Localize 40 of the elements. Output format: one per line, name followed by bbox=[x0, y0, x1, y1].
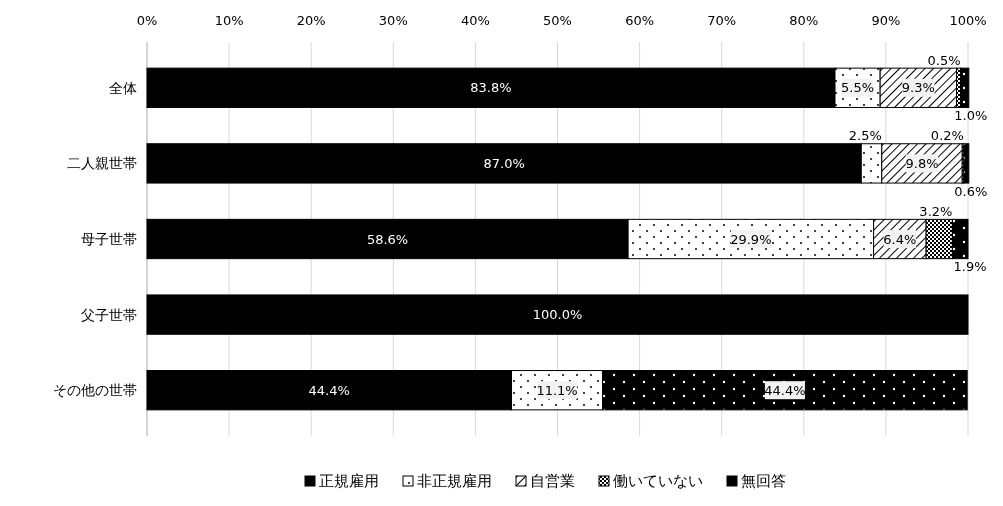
legend-label: 正規雇用 bbox=[319, 472, 379, 491]
data-label: 29.9% bbox=[730, 231, 772, 247]
data-label: 9.3% bbox=[901, 80, 935, 96]
data-label: 5.5% bbox=[841, 80, 875, 96]
data-label: 3.2% bbox=[919, 203, 953, 219]
data-label: 2.5% bbox=[848, 128, 882, 144]
legend-label: 働いていない bbox=[613, 472, 703, 491]
data-label: 1.0% bbox=[954, 108, 988, 124]
x-tick-label: 20% bbox=[296, 12, 326, 28]
data-label: 44.4% bbox=[764, 382, 806, 398]
x-tick-label: 40% bbox=[460, 12, 490, 28]
data-label: 100.0% bbox=[532, 307, 583, 323]
data-label: 6.4% bbox=[883, 231, 917, 247]
data-label: 9.8% bbox=[905, 155, 939, 171]
y-tick-label: 全体 bbox=[109, 79, 137, 96]
y-tick-label: 父子世帯 bbox=[81, 306, 137, 323]
data-label: 1.9% bbox=[953, 259, 987, 275]
x-tick-label: 0% bbox=[136, 12, 158, 28]
data-label: 87.0% bbox=[483, 155, 525, 171]
x-tick-label: 90% bbox=[871, 12, 901, 28]
data-label: 0.2% bbox=[930, 128, 964, 144]
data-label: 58.6% bbox=[366, 231, 409, 247]
data-label: 0.6% bbox=[954, 183, 988, 199]
x-tick-label: 30% bbox=[378, 12, 408, 28]
data-label: 83.8% bbox=[470, 80, 512, 96]
x-tick-label: 80% bbox=[789, 12, 819, 28]
data-label: 11.1% bbox=[536, 382, 578, 398]
legend-label: 非正規雇用 bbox=[417, 472, 492, 491]
data-label: 44.4% bbox=[308, 382, 350, 398]
x-tick-label: 50% bbox=[543, 12, 572, 28]
x-tick-label: 10% bbox=[214, 12, 244, 28]
x-tick-label: 70% bbox=[707, 12, 737, 28]
data-label: 0.5% bbox=[927, 52, 961, 68]
x-tick-label: 100% bbox=[949, 12, 987, 28]
x-tick-label: 60% bbox=[625, 12, 655, 28]
legend-label: 無回答 bbox=[741, 472, 786, 491]
y-tick-label: 二人親世帯 bbox=[67, 155, 137, 172]
legend-label: 自営業 bbox=[530, 472, 575, 491]
y-tick-label: 母子世帯 bbox=[81, 230, 137, 247]
y-tick-label: その他の世帯 bbox=[53, 382, 137, 399]
